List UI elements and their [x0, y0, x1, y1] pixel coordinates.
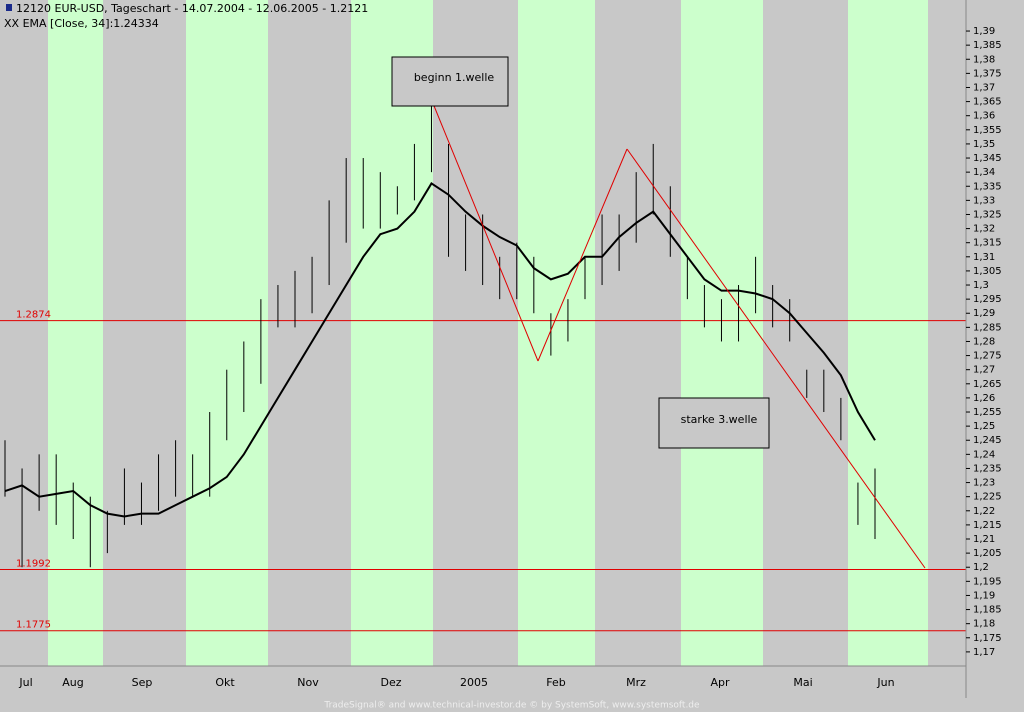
y-tick-label: 1,365	[973, 97, 1002, 108]
y-tick-label: 1,24	[973, 449, 995, 460]
y-tick-label: 1,28	[973, 336, 995, 347]
wave-line	[429, 95, 539, 362]
footer-bar	[0, 698, 1024, 712]
annotation: starke 3.welle	[681, 413, 758, 426]
month-band	[433, 0, 518, 666]
y-tick-label: 1,305	[973, 266, 1002, 277]
y-tick-label: 1,215	[973, 520, 1002, 531]
level-label: 1.1775	[16, 620, 51, 631]
y-tick-label: 1,235	[973, 463, 1002, 474]
y-tick-label: 1,22	[973, 506, 995, 517]
y-tick-label: 1,36	[973, 111, 995, 122]
y-tick-label: 1,32	[973, 224, 995, 235]
y-tick-label: 1,39	[973, 26, 995, 37]
x-tick-label: Jun	[876, 676, 894, 689]
level-label: 1.1992	[16, 558, 51, 569]
y-tick-label: 1,345	[973, 153, 1002, 164]
y-tick-label: 1,255	[973, 407, 1002, 418]
plot: 1.2874 1.1992 1.1775	[0, 90, 966, 632]
y-tick-label: 1,3	[973, 280, 989, 291]
y-tick-label: 1,35	[973, 139, 995, 150]
y-tick-label: 1,18	[973, 619, 995, 630]
y-tick-label: 1,265	[973, 379, 1002, 390]
x-tick-label: Apr	[710, 676, 730, 689]
y-tick-label: 1,2	[973, 562, 989, 573]
y-tick-label: 1,185	[973, 605, 1002, 616]
y-tick-label: 1,375	[973, 68, 1002, 79]
x-tick-label: Okt	[215, 676, 235, 689]
x-tick-label: Aug	[62, 676, 83, 689]
y-tick-label: 1,315	[973, 238, 1002, 249]
y-tick-label: 1,29	[973, 308, 995, 319]
y-tick-label: 1,275	[973, 351, 1002, 362]
month-band	[186, 0, 268, 666]
y-tick-label: 1,355	[973, 125, 1002, 136]
y-tick-label: 1,325	[973, 209, 1002, 220]
ema-line	[4, 182, 876, 518]
y-tick-label: 1,34	[973, 167, 995, 178]
y-tick-label: 1,295	[973, 294, 1002, 305]
y-tick-label: 1,23	[973, 478, 995, 489]
y-tick-label: 1,17	[973, 647, 995, 658]
y-tick-label: 1,37	[973, 82, 995, 93]
month-band	[681, 0, 763, 666]
month-band	[848, 0, 928, 666]
y-tick-label: 1,175	[973, 633, 1002, 644]
annotation-box	[391, 56, 509, 107]
annotation-box	[658, 397, 770, 449]
y-tick-label: 1,385	[973, 40, 1002, 51]
level-label: 1.2874	[16, 310, 51, 321]
x-tick-label: Mrz	[626, 676, 646, 689]
month-bands	[0, 0, 966, 666]
y-tick-label: 1,31	[973, 252, 995, 263]
month-band	[518, 0, 595, 666]
y-tick-label: 1,21	[973, 534, 995, 545]
y-tick-label: 1,285	[973, 322, 1002, 333]
y-tick-label: 1,195	[973, 576, 1002, 587]
x-tick-label: Jul	[18, 676, 32, 689]
y-tick-label: 1,26	[973, 393, 995, 404]
annotation: beginn 1.welle	[414, 71, 495, 84]
month-band	[0, 0, 48, 666]
y-tick-label: 1,19	[973, 590, 995, 601]
chart-title: 12120 EUR-USD, Tageschart - 14.07.2004 -…	[16, 2, 368, 15]
y-tick-label: 1,27	[973, 365, 995, 376]
x-tick-label: Sep	[132, 676, 153, 689]
wave-line	[537, 148, 628, 362]
y-tick-label: 1,225	[973, 492, 1002, 503]
x-tick-label: Feb	[546, 676, 565, 689]
x-tick-label: Mai	[793, 676, 812, 689]
month-band	[268, 0, 351, 666]
y-tick-label: 1,25	[973, 421, 995, 432]
month-band	[595, 0, 681, 666]
y-tick-label: 1,205	[973, 548, 1002, 559]
y-tick-label: 1,38	[973, 54, 995, 65]
month-band	[48, 0, 103, 666]
y-tick-label: 1,33	[973, 195, 995, 206]
x-tick-label: Dez	[380, 676, 401, 689]
y-tick-label: 1,335	[973, 181, 1002, 192]
x-tick-label: Nov	[297, 676, 319, 689]
wave-line	[626, 148, 926, 569]
symbol-icon	[6, 4, 12, 11]
month-band	[928, 0, 966, 666]
y-tick-label: 1,245	[973, 435, 1002, 446]
month-band	[103, 0, 186, 666]
x-tick-label: 2005	[460, 676, 488, 689]
month-band	[351, 0, 433, 666]
indicator-legend: XX EMA [Close, 34]:1.24334	[4, 17, 159, 30]
footer: TradeSignal® and www.technical-investor.…	[323, 701, 700, 711]
